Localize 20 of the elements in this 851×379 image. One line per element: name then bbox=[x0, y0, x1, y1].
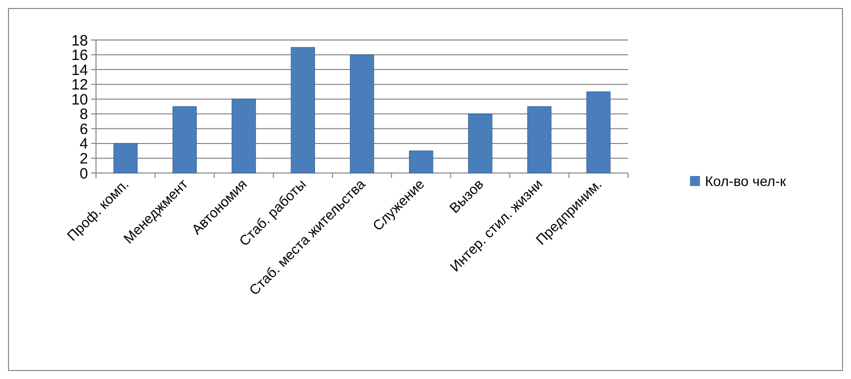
y-tick-label: 14 bbox=[71, 62, 88, 79]
y-tick-label: 16 bbox=[71, 47, 88, 64]
y-tick-label: 18 bbox=[71, 32, 88, 50]
y-tick-label: 6 bbox=[80, 120, 88, 138]
legend-label: Кол-во чел-к bbox=[705, 172, 787, 189]
bar bbox=[527, 106, 552, 174]
y-tick-label: 2 bbox=[80, 150, 88, 168]
bar bbox=[290, 47, 315, 174]
y-tick-label: 10 bbox=[71, 91, 88, 108]
y-tick-label: 4 bbox=[80, 136, 88, 153]
bar bbox=[409, 150, 434, 174]
bar bbox=[586, 91, 611, 174]
bar bbox=[468, 114, 492, 174]
y-tick-label: 0 bbox=[80, 165, 88, 182]
bar bbox=[172, 106, 197, 174]
bar bbox=[232, 98, 256, 174]
y-tick-label: 8 bbox=[80, 106, 88, 124]
y-tick-label: 12 bbox=[71, 76, 88, 94]
bar bbox=[350, 54, 374, 174]
bar bbox=[113, 143, 138, 174]
